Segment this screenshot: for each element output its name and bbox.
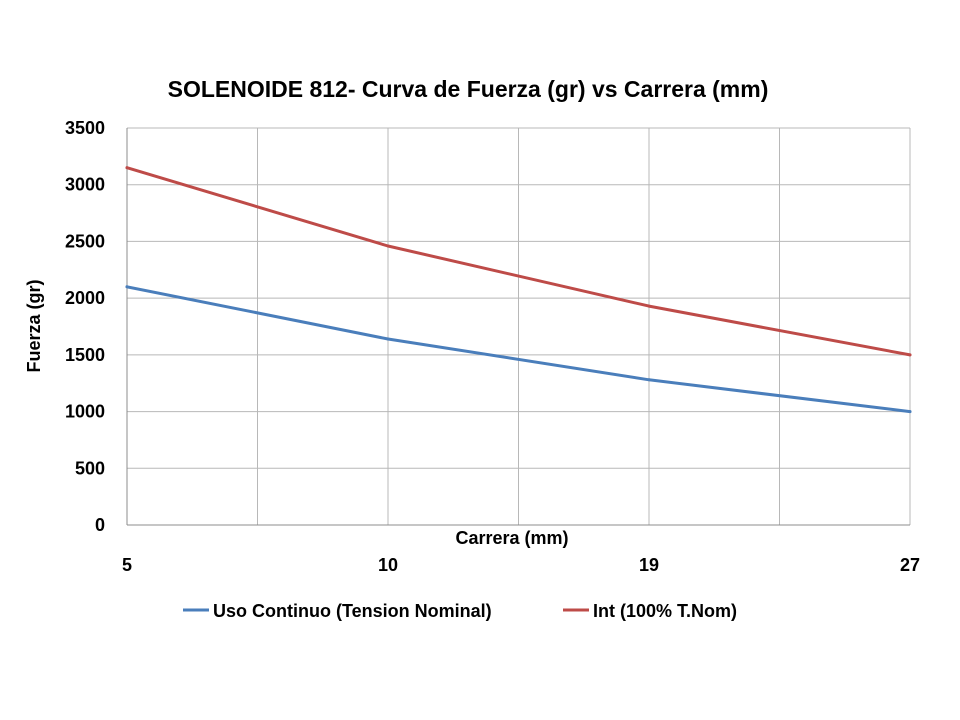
series-line (125, 166, 912, 357)
x-tick-label: 10 (378, 555, 398, 575)
series (125, 166, 912, 414)
legend-item: Uso Continuo (Tension Nominal) (183, 601, 492, 621)
legend-item: Int (100% T.Nom) (563, 601, 737, 621)
grid (127, 127, 911, 525)
axes (126, 128, 910, 526)
y-tick-label: 2500 (65, 231, 105, 251)
x-tick-label: 19 (639, 555, 659, 575)
y-tick-labels: 0 500 1000 1500 2000 2500 3000 3500 (65, 118, 105, 535)
y-tick-label: 3000 (65, 175, 105, 195)
x-axis-label: Carrera (mm) (455, 528, 568, 548)
data-point (386, 244, 390, 248)
data-point (125, 285, 129, 289)
data-point (647, 304, 651, 308)
chart-title: SOLENOIDE 812- Curva de Fuerza (gr) vs C… (168, 76, 769, 102)
y-tick-label: 500 (75, 458, 105, 478)
data-point (125, 166, 129, 170)
x-tick-label: 27 (900, 555, 920, 575)
data-point (647, 378, 651, 382)
legend-label: Uso Continuo (Tension Nominal) (213, 601, 492, 621)
series-1 (125, 285, 912, 414)
x-tick-label: 5 (122, 555, 132, 575)
legend: Uso Continuo (Tension Nominal) Int (100% … (183, 601, 737, 621)
y-tick-label: 3500 (65, 118, 105, 138)
series-line (125, 285, 912, 414)
x-tick-labels: 5 10 19 27 (122, 555, 920, 575)
series-2 (125, 166, 912, 357)
y-tick-label: 1500 (65, 345, 105, 365)
data-point (908, 410, 912, 414)
y-tick-label: 1000 (65, 402, 105, 422)
data-point (386, 337, 390, 341)
y-tick-label: 2000 (65, 288, 105, 308)
y-tick-label: 0 (95, 515, 105, 535)
legend-label: Int (100% T.Nom) (593, 601, 737, 621)
y-axis-label: Fuerza (gr) (24, 279, 44, 372)
data-point (908, 353, 912, 357)
